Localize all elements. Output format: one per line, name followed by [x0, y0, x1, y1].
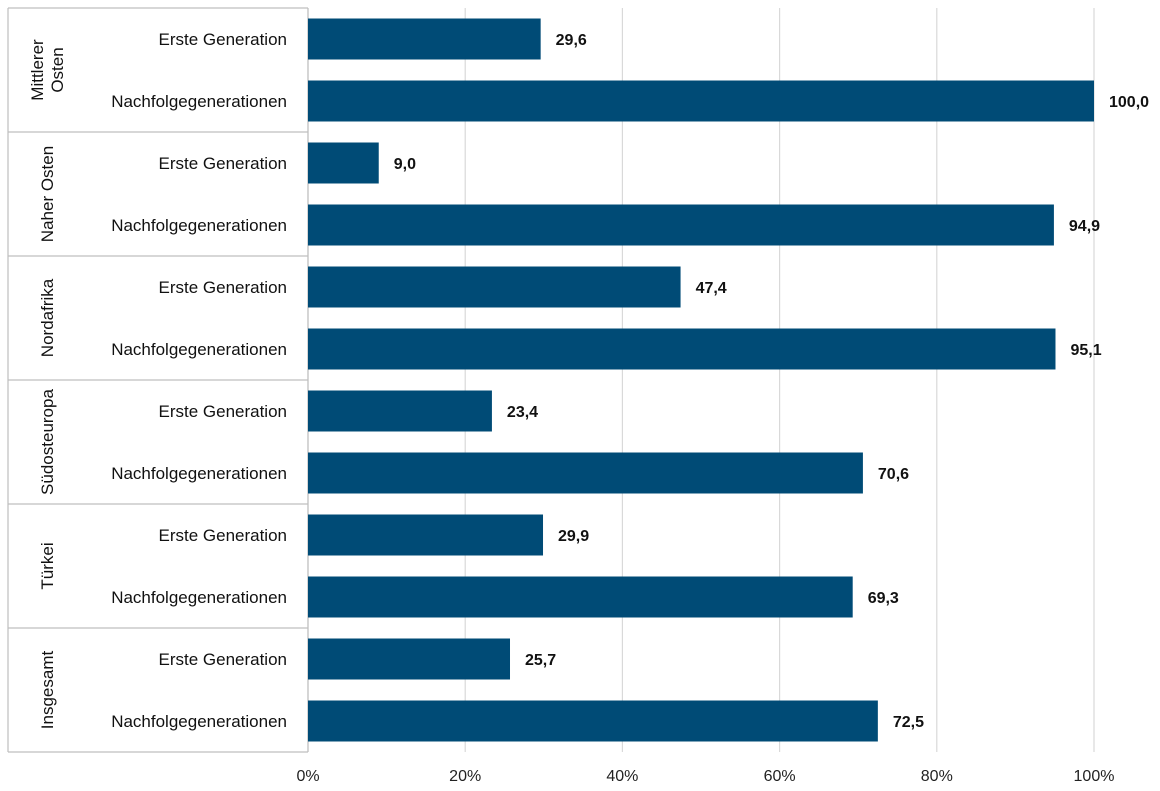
- category-label: Nachfolgegenerationen: [111, 92, 287, 111]
- category-label: Nachfolgegenerationen: [111, 216, 287, 235]
- value-label: 9,0: [394, 156, 416, 173]
- group-label-line: Insgesamt: [38, 651, 57, 730]
- value-label: 29,6: [556, 32, 587, 49]
- group-label-line: Südosteuropa: [38, 389, 57, 495]
- category-label: Nachfolgegenerationen: [111, 712, 287, 731]
- category-label: Erste Generation: [158, 402, 287, 421]
- group-label: MittlererOsten: [28, 39, 67, 101]
- value-label: 94,9: [1069, 218, 1100, 235]
- x-tick-label: 20%: [449, 768, 481, 785]
- group-label-line: Türkei: [38, 542, 57, 589]
- group-label-line: Osten: [48, 47, 67, 92]
- group-label: Südosteuropa: [38, 389, 57, 495]
- group-label-line: Mittlerer: [28, 39, 47, 101]
- category-label: Nachfolgegenerationen: [111, 340, 287, 359]
- category-label: Erste Generation: [158, 30, 287, 49]
- group-label: Türkei: [38, 542, 57, 589]
- category-label: Erste Generation: [158, 154, 287, 173]
- value-label: 70,6: [878, 466, 909, 483]
- x-tick-label: 40%: [606, 768, 638, 785]
- bar: [308, 391, 492, 432]
- group-label-line: Nordafrika: [38, 278, 57, 357]
- group-separators: [8, 8, 308, 752]
- bar: [308, 453, 863, 494]
- labels: 0% 20% 40% 60% 80% 100% MittlererOsten Erste Ge…: [28, 30, 1149, 785]
- bar: [308, 143, 379, 184]
- bar: [308, 701, 878, 742]
- group-label-line: Naher Osten: [38, 146, 57, 242]
- category-label: Erste Generation: [158, 526, 287, 545]
- bar: [308, 515, 543, 556]
- value-label: 23,4: [507, 404, 538, 421]
- bar: [308, 81, 1094, 122]
- group-label: Nordafrika: [38, 278, 57, 357]
- value-label: 95,1: [1070, 342, 1101, 359]
- x-tick-label: 0%: [296, 768, 319, 785]
- value-label: 72,5: [893, 714, 924, 731]
- value-label: 25,7: [525, 652, 556, 669]
- bar: [308, 19, 541, 60]
- group-label: Insgesamt: [38, 651, 57, 730]
- x-tick-label: 60%: [764, 768, 796, 785]
- value-label: 69,3: [868, 590, 899, 607]
- bar: [308, 267, 681, 308]
- category-label: Nachfolgegenerationen: [111, 588, 287, 607]
- x-tick-label: 100%: [1074, 768, 1115, 785]
- bar: [308, 329, 1055, 370]
- value-label: 29,9: [558, 528, 589, 545]
- bar: [308, 577, 853, 618]
- value-label: 100,0: [1109, 94, 1149, 111]
- group-label: Naher Osten: [38, 146, 57, 242]
- category-label: Nachfolgegenerationen: [111, 464, 287, 483]
- value-label: 47,4: [696, 280, 727, 297]
- x-tick-label: 80%: [921, 768, 953, 785]
- bar: [308, 205, 1054, 246]
- bar: [308, 639, 510, 680]
- category-label: Erste Generation: [158, 650, 287, 669]
- category-label: Erste Generation: [158, 278, 287, 297]
- bars: [308, 19, 1094, 742]
